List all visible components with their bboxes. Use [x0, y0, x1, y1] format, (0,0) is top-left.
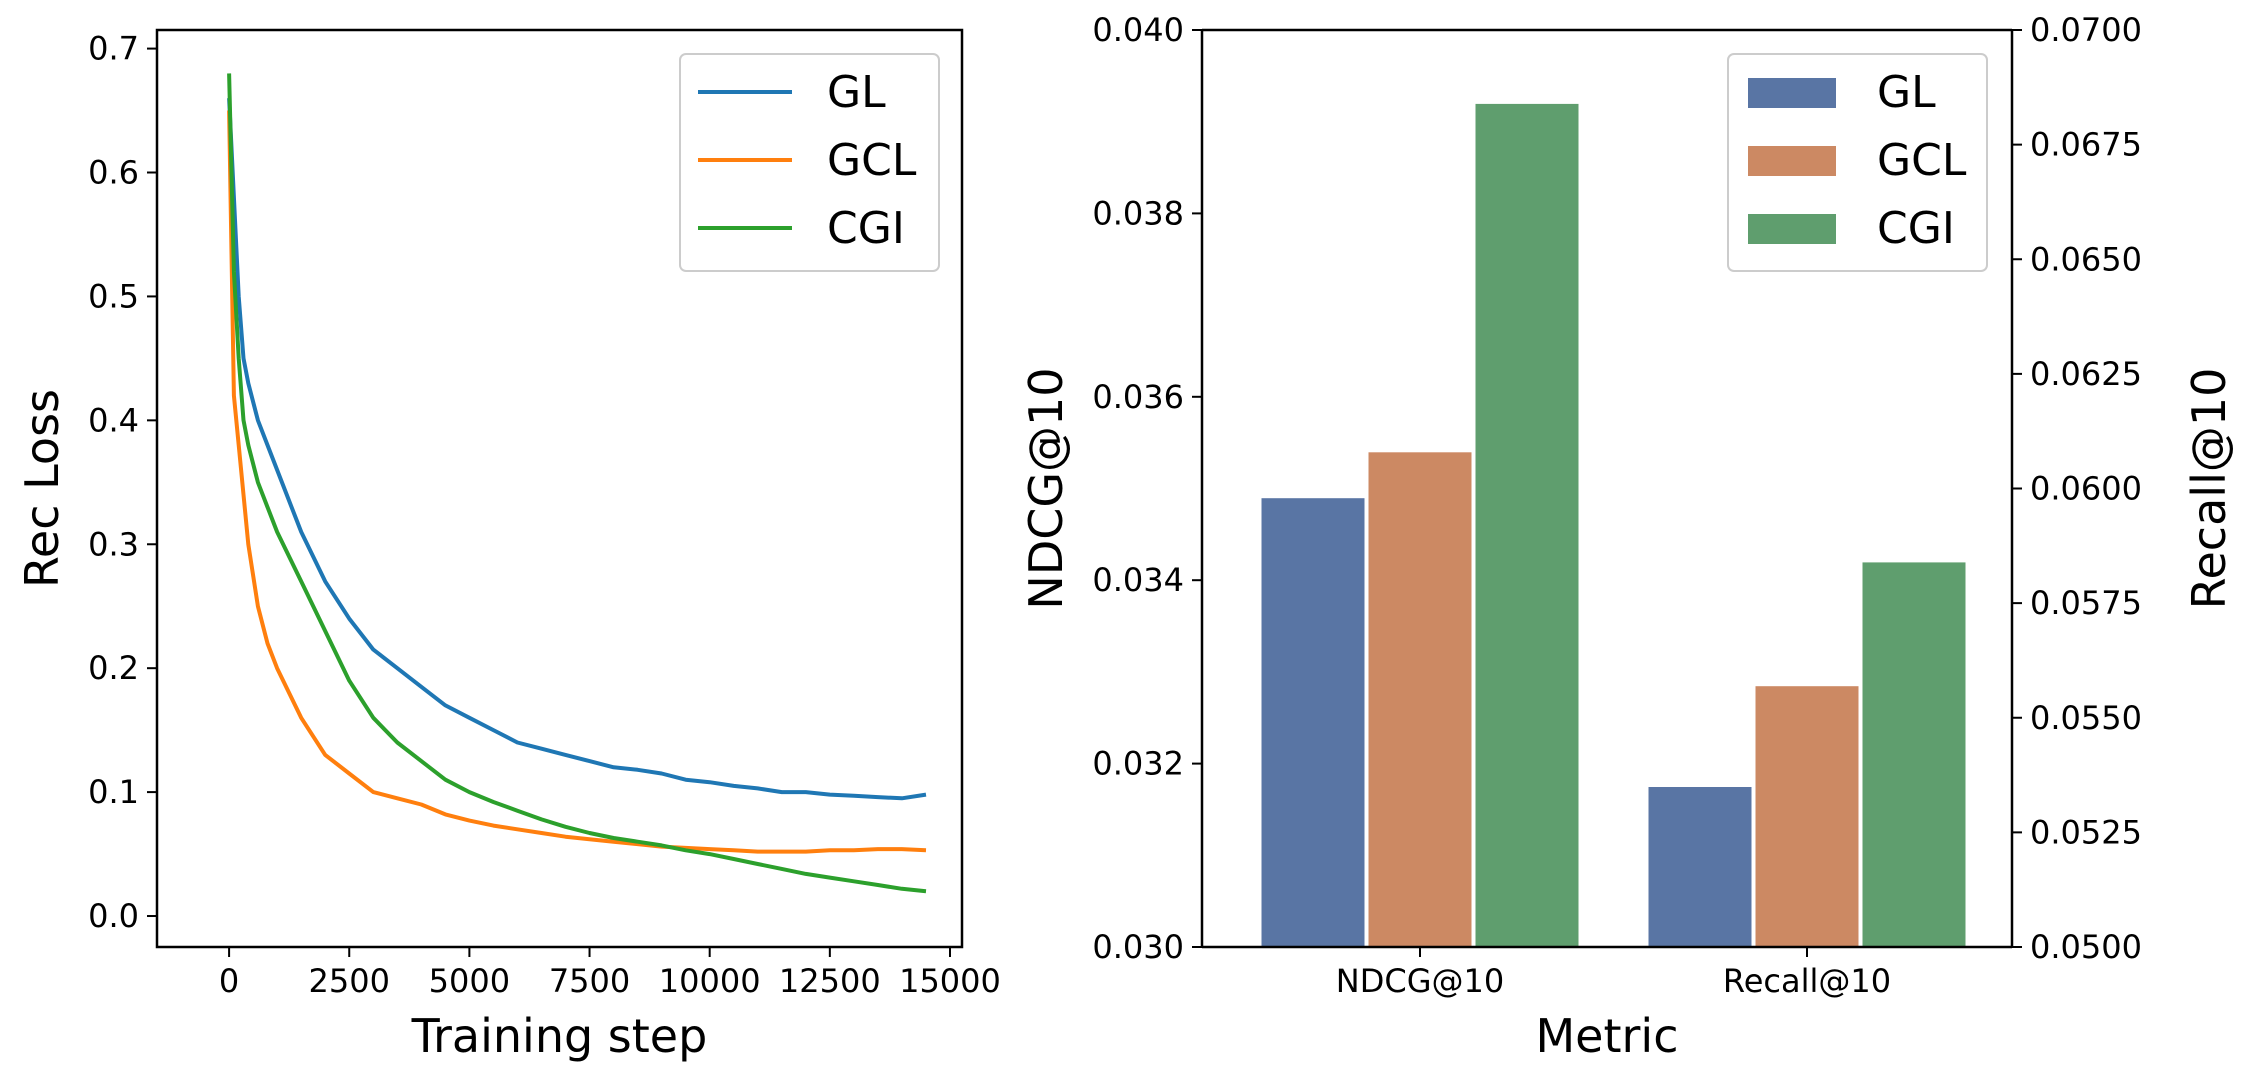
bar-gcl-0 — [1367, 451, 1473, 948]
series-line-cgi — [227, 73, 927, 894]
y-right-tick-label: 0.0625 — [2030, 355, 2142, 393]
legend-label-cgi: CGI — [1877, 203, 1955, 254]
y-left-tick-label: 0.036 — [1092, 378, 1184, 416]
y-right-tick-label: 0.0600 — [2030, 470, 2142, 508]
y-left-tick-label: 0.032 — [1092, 745, 1184, 783]
y-left-tick-label: 0.034 — [1092, 561, 1184, 599]
y-right-tick-label: 0.0675 — [2030, 126, 2142, 164]
x-tick-label: 2500 — [309, 962, 390, 1000]
x-tick-label: 7500 — [549, 962, 630, 1000]
x-tick-label: 12500 — [779, 962, 881, 1000]
y-right-tick-label: 0.0550 — [2030, 699, 2142, 737]
x-tick-label: 5000 — [429, 962, 510, 1000]
x-tick-label: 15000 — [899, 962, 1001, 1000]
legend-swatch-gcl — [1748, 146, 1836, 176]
x-tick-label: Recall@10 — [1723, 962, 1891, 1000]
y-left-axis-label: NDCG@10 — [1019, 367, 1073, 609]
legend-swatch-gl — [1748, 78, 1836, 108]
x-axis-label: Metric — [1535, 1009, 1678, 1063]
x-tick-label: NDCG@10 — [1336, 962, 1504, 1000]
legend-label-gl: GL — [1877, 67, 1936, 118]
legend-label-gl: GL — [827, 67, 886, 118]
y-left-tick-label: 0.030 — [1092, 928, 1184, 966]
y-tick-label: 0.0 — [88, 897, 139, 935]
y-left-tick-label: 0.038 — [1092, 194, 1184, 232]
legend-label-cgi: CGI — [827, 203, 905, 254]
bar-gl-0 — [1260, 497, 1366, 948]
legend: GL GCL CGI — [1727, 53, 1988, 272]
y-tick-label: 0.5 — [88, 277, 139, 315]
y-right-axis-label: Recall@10 — [2182, 368, 2236, 610]
x-tick-label: 10000 — [659, 962, 761, 1000]
series-line-gcl — [227, 110, 927, 854]
y-tick-label: 0.1 — [88, 773, 139, 811]
loss-line-chart: 0 2500 5000 7500 10000 12500 15000 0.0 0.1 0.2 0.3… — [15, 28, 1001, 1063]
bar-cgi-0 — [1474, 102, 1580, 948]
bar-gl-1 — [1647, 786, 1753, 948]
y-axis-label: Rec Loss — [15, 389, 69, 588]
y-tick-label: 0.7 — [88, 30, 139, 68]
legend: GL GCL CGI — [679, 53, 940, 272]
y-tick-label: 0.2 — [88, 649, 139, 687]
legend-swatch-cgi — [1748, 214, 1836, 244]
bar-gcl-1 — [1754, 685, 1860, 948]
plot-frame — [155, 28, 964, 949]
series-line-gl — [227, 98, 927, 801]
y-left-tick-label: 0.040 — [1092, 11, 1184, 49]
legend-label-gcl: GCL — [827, 135, 917, 186]
legend-box — [679, 53, 940, 272]
y-tick-label: 0.4 — [88, 401, 139, 439]
y-right-tick-label: 0.0700 — [2030, 11, 2142, 49]
y-right-tick-label: 0.0500 — [2030, 928, 2142, 966]
y-right-tick-label: 0.0525 — [2030, 813, 2142, 851]
bar-cgi-1 — [1861, 561, 1967, 948]
y-tick-label: 0.6 — [88, 154, 139, 192]
legend-label-gcl: GCL — [1877, 135, 1967, 186]
x-tick-label: 0 — [219, 962, 239, 1000]
y-tick-label: 0.3 — [88, 525, 139, 563]
y-right-tick-label: 0.0650 — [2030, 240, 2142, 278]
metric-bar-chart: 0.030 0.032 0.034 0.036 0.038 0.040 0.0500 0.05… — [1019, 11, 2236, 1063]
x-axis-label: Training step — [411, 1009, 708, 1063]
y-right-tick-label: 0.0575 — [2030, 584, 2142, 622]
